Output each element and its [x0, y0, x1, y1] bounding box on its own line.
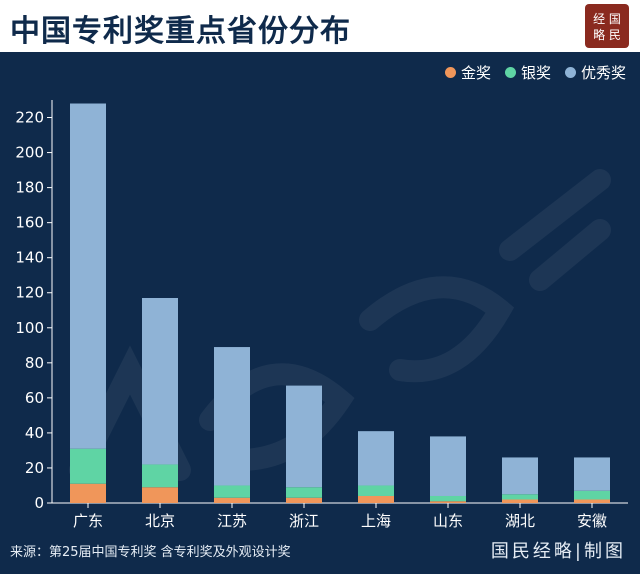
svg-text:经 国: 经 国 [593, 12, 621, 26]
y-tick-label: 0 [34, 494, 44, 512]
bar-segment [358, 495, 394, 503]
legend-swatch-gold [444, 67, 456, 78]
svg-text:略 民: 略 民 [593, 27, 621, 42]
brand-logo: 经 国 略 民 [585, 4, 629, 48]
x-tick-label: 山东 [433, 512, 463, 530]
y-tick-label: 120 [15, 284, 44, 302]
title-bar: 中国专利奖重点省份分布 经 国 略 民 [0, 0, 640, 52]
brand-credit: 国民经略|制图 [490, 541, 626, 562]
bar-segment [214, 347, 250, 486]
y-tick-label: 80 [25, 354, 44, 372]
bar-segment [502, 457, 538, 495]
x-tick-label: 广东 [73, 512, 103, 530]
y-tick-label: 180 [15, 179, 44, 197]
bar-segment [70, 483, 106, 503]
x-tick-label: 浙江 [289, 512, 319, 530]
x-tick-label: 安徽 [577, 512, 607, 530]
x-tick-label: 上海 [361, 512, 391, 530]
bar-segment [430, 436, 466, 496]
bar-segment [70, 448, 106, 484]
bar-segment [286, 385, 322, 488]
y-tick-label: 200 [15, 144, 44, 162]
bar-segment [214, 485, 250, 498]
bar-segment [430, 501, 466, 503]
x-tick-label: 湖北 [505, 512, 535, 530]
bar-segment [286, 497, 322, 503]
y-axis: 0 20 40 60 80 100 120 140 160 180 200 220 [15, 100, 53, 512]
bar-segment [574, 457, 610, 491]
bar-segment [286, 487, 322, 498]
chart-legend: 金奖 银奖 优秀奖 [444, 62, 626, 83]
legend-label-silver: 银奖 [520, 64, 551, 82]
legend-item-gold: 金奖 [444, 62, 491, 83]
bar-segment [142, 464, 178, 488]
bar-segment [574, 499, 610, 503]
y-tick-label: 60 [25, 389, 44, 407]
bar-segment [574, 490, 610, 500]
bar-segment [502, 499, 538, 503]
bars [70, 103, 610, 503]
legend-item-excellence: 优秀奖 [564, 62, 626, 83]
bar-segment [358, 431, 394, 486]
bar-segment [142, 487, 178, 503]
bar-segment [70, 103, 106, 449]
x-axis: 广东 北京 江苏 浙江 上海 山东 湖北 安徽 [52, 502, 628, 530]
y-tick-label: 20 [25, 459, 44, 477]
page-title: 中国专利奖重点省份分布 [10, 14, 351, 49]
legend-item-silver: 银奖 [504, 62, 551, 83]
legend-label-gold: 金奖 [460, 64, 491, 82]
bar-segment [358, 485, 394, 496]
y-tick-label: 40 [25, 424, 44, 442]
y-tick-label: 160 [15, 214, 44, 232]
legend-swatch-excellence [564, 67, 576, 78]
legend-label-excellence: 优秀奖 [580, 64, 626, 82]
x-tick-label: 北京 [145, 512, 175, 530]
x-tick-label: 江苏 [217, 512, 247, 530]
legend-swatch-silver [504, 67, 516, 78]
y-tick-label: 100 [15, 319, 44, 337]
bar-segment [502, 494, 538, 500]
bar-segment [214, 497, 250, 503]
y-tick-label: 220 [15, 109, 44, 127]
bar-segment [142, 297, 178, 465]
source-note: 来源：第25届中国专利奖 含专利奖及外观设计奖 [10, 545, 291, 560]
bar-segment [430, 495, 466, 502]
seal-icon: 经 国 略 民 [593, 12, 621, 42]
y-tick-label: 140 [15, 249, 44, 267]
